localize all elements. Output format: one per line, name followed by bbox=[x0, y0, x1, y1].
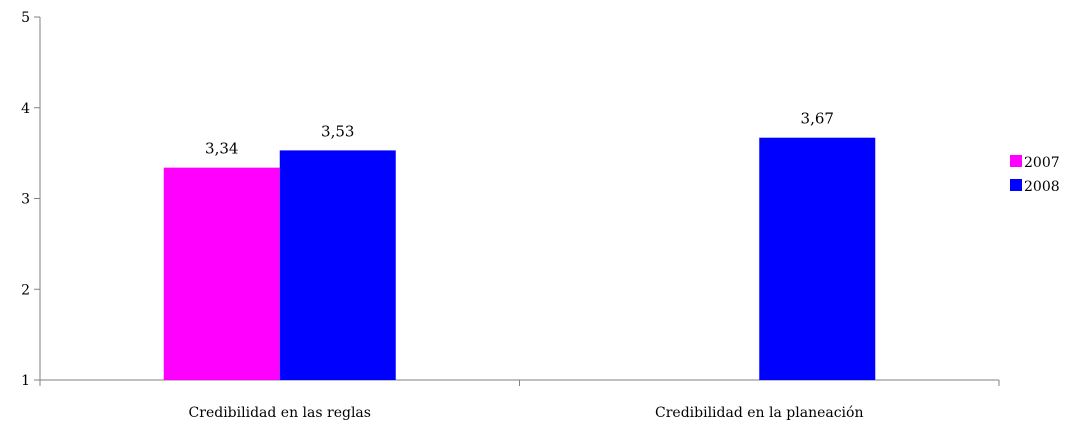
y-tick-label: 3 bbox=[21, 192, 30, 208]
bar-2007 bbox=[163, 167, 280, 380]
legend-swatch bbox=[1010, 155, 1022, 167]
x-category-label: Credibilidad en la planeación bbox=[655, 405, 863, 421]
y-tick-label: 1 bbox=[21, 373, 30, 389]
legend-label: 2007 bbox=[1024, 155, 1060, 171]
bar-2008 bbox=[759, 137, 876, 380]
y-tick-label: 2 bbox=[21, 282, 30, 298]
bars bbox=[163, 137, 876, 380]
legend-swatch bbox=[1010, 179, 1022, 191]
y-tick-label: 5 bbox=[21, 10, 30, 26]
data-label: 3,34 bbox=[205, 140, 238, 158]
y-tick-label: 4 bbox=[21, 101, 30, 117]
bar-2008 bbox=[279, 150, 396, 380]
data-label: 3,53 bbox=[321, 122, 354, 140]
legend: 2007 2008 bbox=[1010, 155, 1060, 195]
data-label: 3,67 bbox=[801, 110, 834, 128]
x-category-label: Credibilidad en las reglas bbox=[189, 405, 371, 421]
data-labels: 3,34 3,53 3,67 bbox=[205, 110, 834, 158]
legend-label: 2008 bbox=[1024, 179, 1060, 195]
